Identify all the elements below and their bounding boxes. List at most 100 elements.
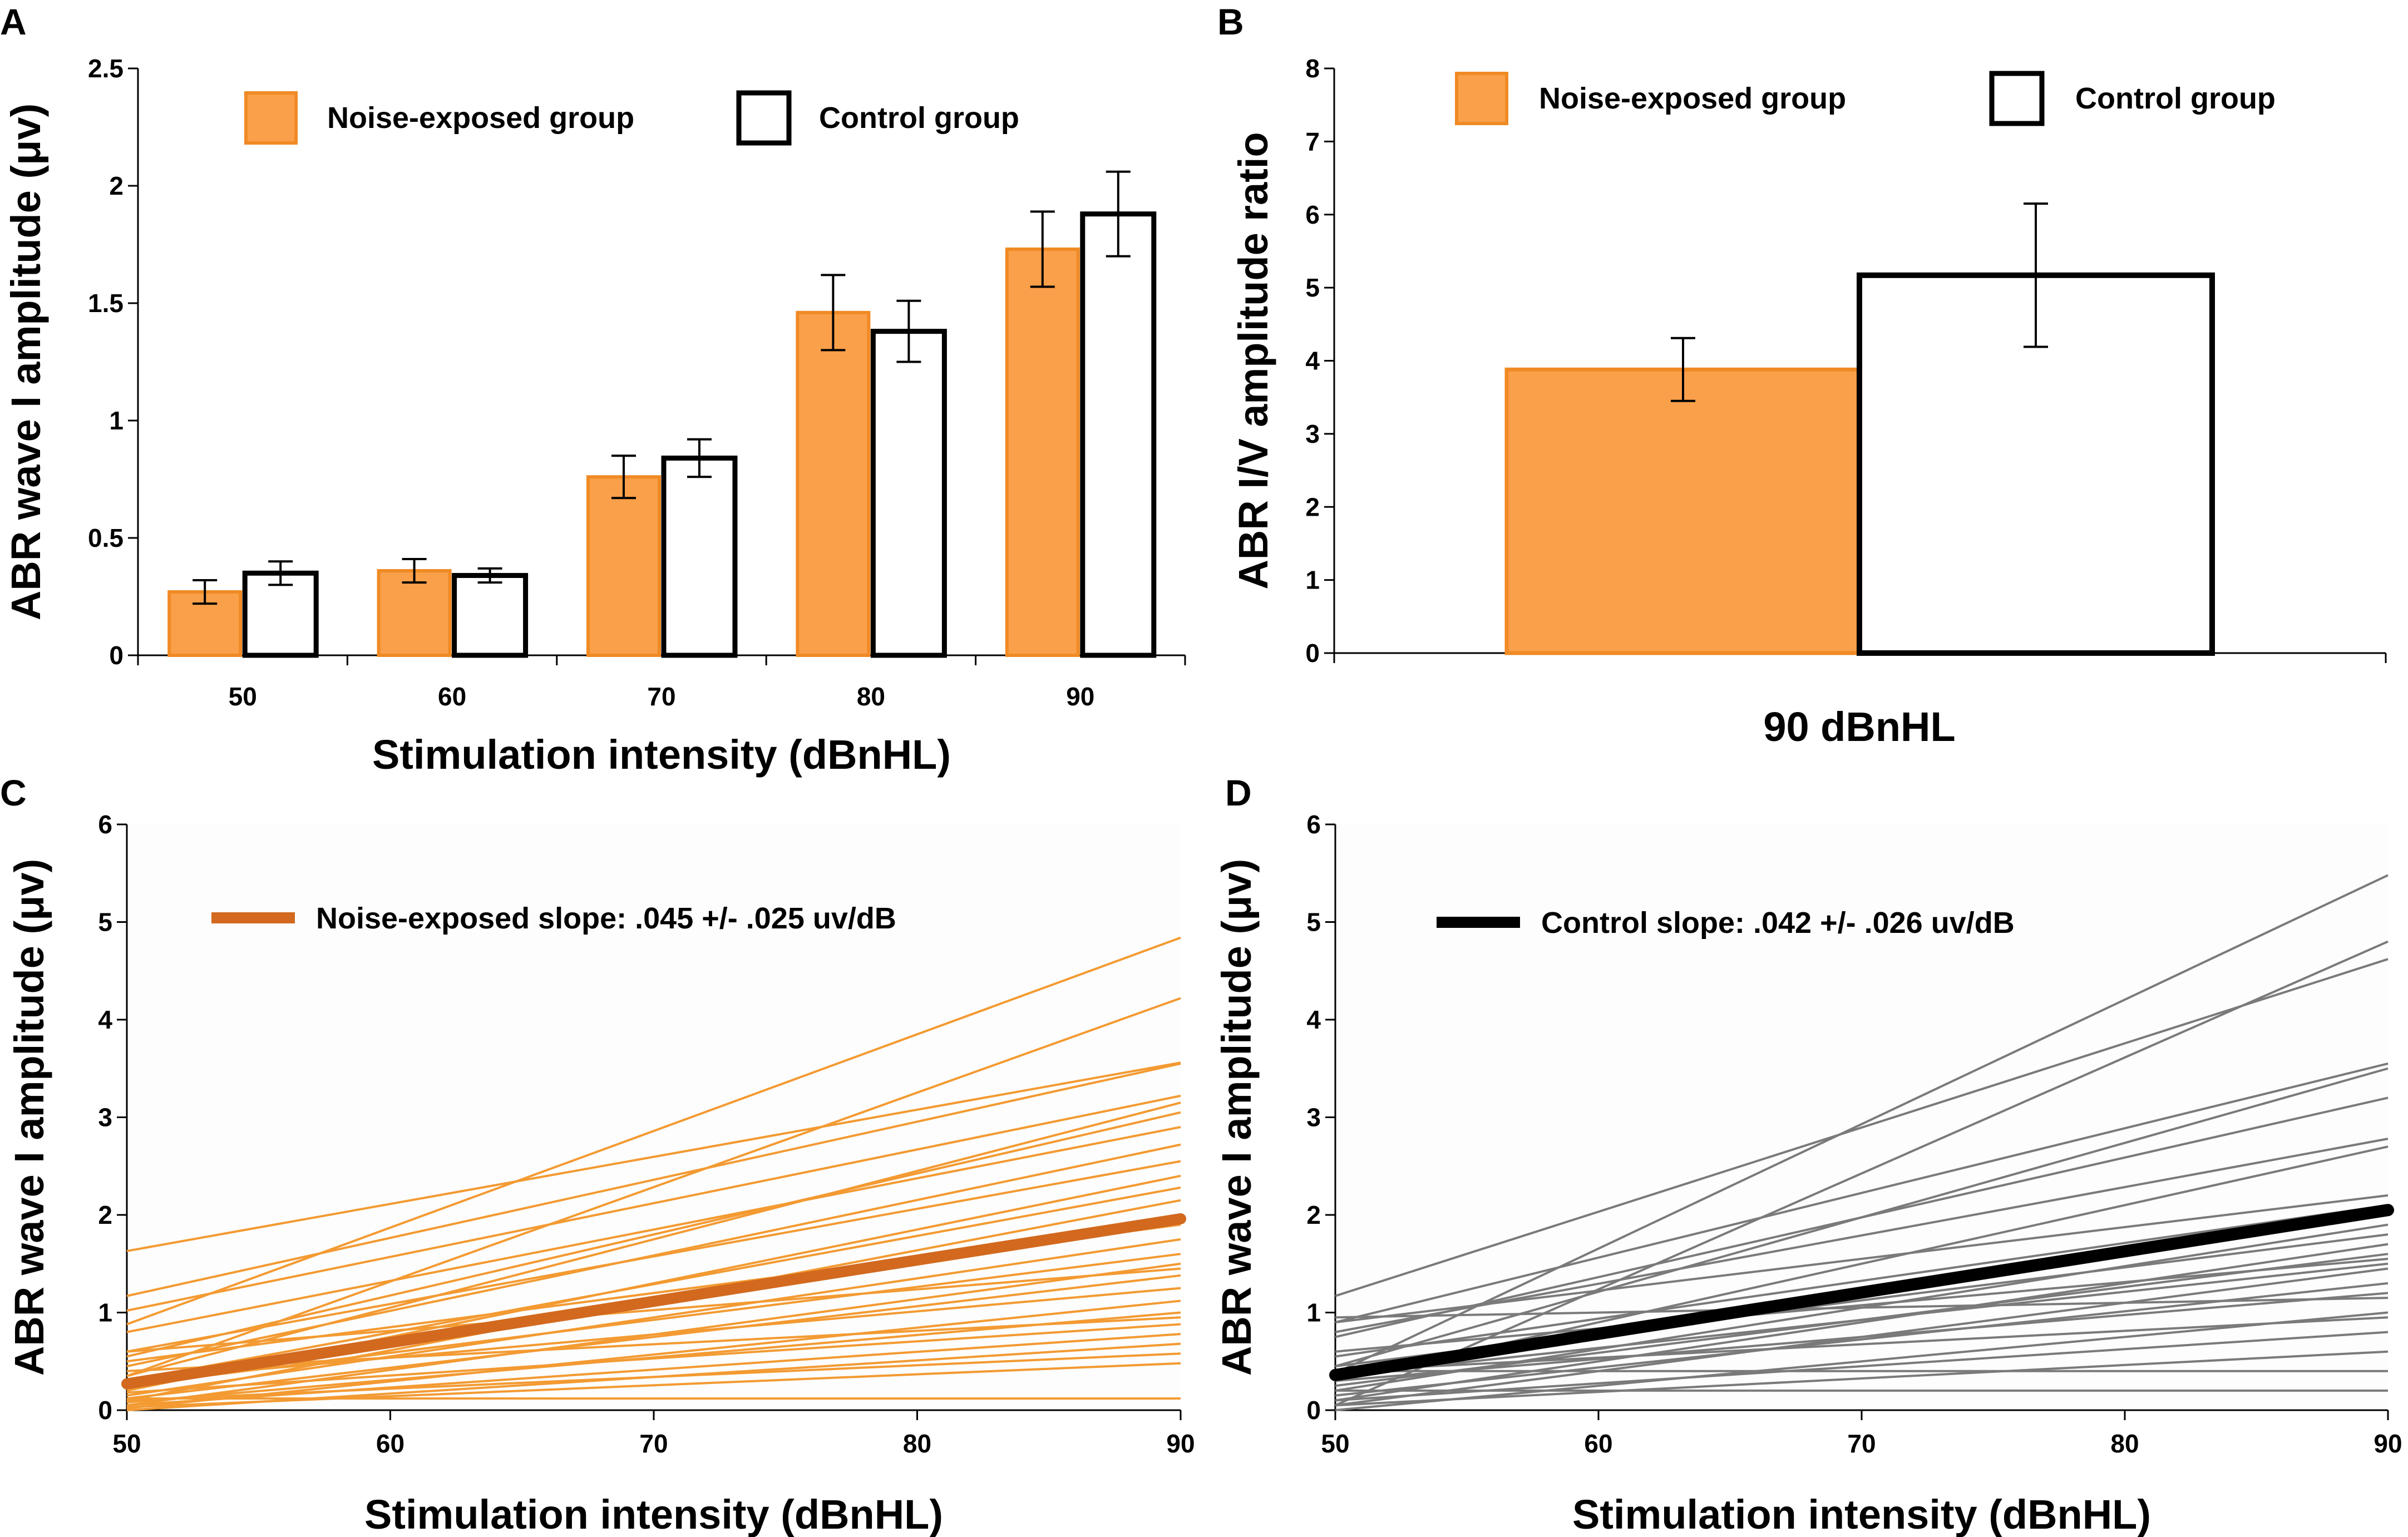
x-tick-label: 80 [2110, 1429, 2139, 1458]
error-bar [1030, 210, 1055, 288]
y-tick-label: 1 [109, 406, 124, 435]
y-tick-label: 4 [1306, 1005, 1321, 1034]
individual-line [1335, 1292, 2389, 1382]
panel-label-a: A [0, 1, 27, 42]
individual-line [1335, 1194, 2389, 1324]
error-bar [2024, 202, 2048, 348]
x-tick-label: 90 [1066, 682, 1094, 711]
bar-control [452, 573, 529, 658]
y-tick-label: 2 [98, 1200, 112, 1229]
individual-line [126, 1094, 1181, 1312]
error-bar [611, 454, 636, 500]
y-tick-label: 0.5 [88, 523, 124, 552]
error-bar [1671, 337, 1695, 402]
x-axis-title: Stimulation intensity (dBnHL) [1572, 1491, 2151, 1537]
x-tick-label: 80 [903, 1429, 931, 1458]
individual-line [126, 1061, 1181, 1252]
individual-line [126, 1238, 1181, 1397]
x-tick-label: 50 [112, 1429, 141, 1458]
y-tick-label: 0 [1305, 639, 1320, 668]
y-tick-label: 1.5 [88, 289, 124, 318]
bar-noise-exposed [167, 590, 243, 658]
error-bar [477, 567, 502, 584]
x-tick-label: 60 [1584, 1429, 1612, 1458]
bar-noise-exposed [1005, 247, 1080, 657]
error-bar [1106, 170, 1131, 258]
x-tick-label: 50 [229, 682, 257, 711]
y-tick-label: 1 [98, 1298, 112, 1327]
individual-line [1335, 1297, 2389, 1319]
individual-line [1335, 1204, 2389, 1358]
y-tick-label: 6 [98, 810, 112, 839]
bar-noise-exposed [586, 475, 661, 658]
legend-swatch-noise [244, 91, 298, 145]
individual-line [126, 1111, 1181, 1358]
y-tick-label: 4 [98, 1005, 112, 1034]
y-axis-title: ABR wave I amplitude (μv) [1213, 859, 1260, 1376]
y-tick-label: 3 [1305, 419, 1320, 448]
y-tick-label: 6 [1305, 200, 1320, 229]
individual-line [126, 1101, 1181, 1377]
y-tick-label: 2 [109, 171, 124, 200]
individual-lines [126, 936, 1181, 1411]
individual-line [126, 1287, 1181, 1382]
error-bar [402, 557, 427, 584]
bar-noise-exposed [1504, 367, 1862, 655]
y-tick-label: 4 [1305, 347, 1320, 375]
y-tick-label: 3 [98, 1103, 112, 1132]
x-tick-label: 90 [2374, 1429, 2402, 1458]
legend-label-noise: Noise-exposed group [1539, 82, 1846, 115]
legend-swatch-noise [1455, 72, 1508, 125]
y-tick-label: 8 [1305, 54, 1320, 83]
individual-line [1335, 1096, 2389, 1338]
individual-line [126, 1126, 1181, 1333]
mean-slope-line [121, 1213, 1186, 1390]
bar-control [1080, 211, 1157, 658]
individual-line [1335, 1257, 2389, 1353]
x-tick-label: 70 [647, 682, 675, 711]
x-axis-title: Stimulation intensity (dBnHL) [372, 732, 951, 778]
bar-control [661, 456, 738, 658]
x-tick-label: 60 [438, 682, 466, 711]
individual-line [1335, 1311, 2389, 1411]
individual-line [1335, 940, 2389, 1407]
panel-label-b: B [1217, 1, 1244, 42]
error-bar [687, 438, 712, 478]
individual-line [126, 1160, 1181, 1353]
legend-label-control: Control group [2075, 82, 2276, 115]
individual-line [126, 1274, 1181, 1400]
x-axis-title: 90 dBnHL [1763, 704, 1955, 750]
legend-swatch-control [1989, 71, 2045, 126]
x-tick-label: 90 [1166, 1429, 1195, 1458]
panel-label-d: D [1225, 772, 1252, 813]
legend-label-control: Control group [819, 101, 1019, 135]
individual-line [126, 1267, 1181, 1353]
legend-label-noise-slope: Noise-exposed slope: .045 +/- .025 uv/dB [316, 902, 896, 935]
individual-line [1335, 958, 2389, 1297]
individual-line [1335, 1243, 2389, 1402]
individual-line [126, 1186, 1181, 1382]
legend-label-noise: Noise-exposed group [327, 101, 634, 135]
bar-control [870, 329, 947, 658]
y-tick-label: 0 [98, 1396, 112, 1425]
error-bar [193, 579, 218, 605]
individual-line [126, 1299, 1181, 1410]
y-tick-label: 6 [1306, 810, 1321, 839]
y-tick-label: 1 [1305, 566, 1320, 595]
y-tick-label: 1 [1306, 1298, 1321, 1327]
y-axis-title: ABR wave I amplitude (μv) [6, 859, 52, 1376]
bar-noise-exposed [377, 569, 452, 657]
panel-label-c: C [0, 772, 27, 813]
individual-line [126, 1323, 1181, 1394]
y-tick-label: 3 [1306, 1103, 1321, 1132]
individual-lines [1335, 874, 2389, 1411]
x-tick-label: 60 [376, 1429, 404, 1458]
error-bar [896, 299, 921, 363]
y-tick-label: 2 [1305, 492, 1320, 521]
individual-line [126, 1253, 1181, 1387]
x-tick-label: 80 [857, 682, 885, 711]
y-tick-label: 0 [109, 641, 124, 670]
legend-swatch-control [736, 90, 792, 146]
individual-line [126, 1316, 1181, 1372]
